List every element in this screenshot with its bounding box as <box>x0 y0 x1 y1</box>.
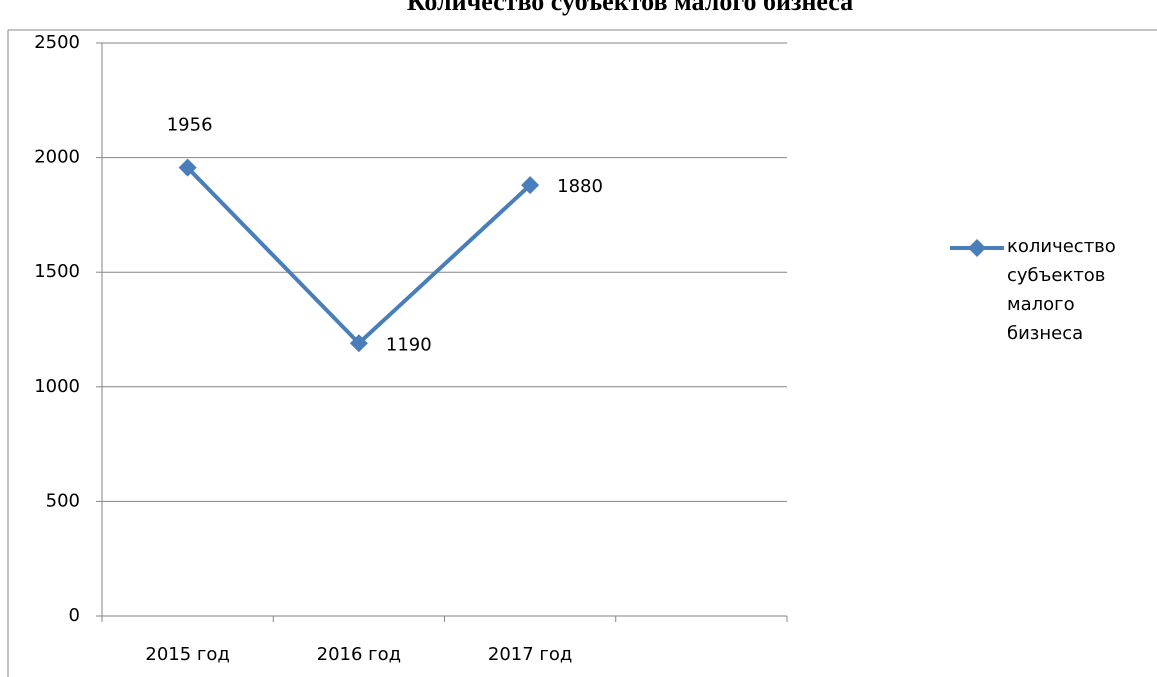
point <box>349 334 368 353</box>
line <box>186 166 532 347</box>
chart-title: Количество субъектов малого бизнеса <box>407 0 853 16</box>
data-label: 1956 <box>167 115 213 136</box>
y-tick-label: 2000 <box>34 147 80 168</box>
y-tick-label: 1000 <box>34 376 80 397</box>
y-tick-label: 500 <box>46 490 80 511</box>
data-label: 1880 <box>557 176 603 197</box>
legend-label: количество субъектов малого бизнеса <box>1007 236 1116 344</box>
legend-marker <box>968 239 986 257</box>
x-tick-label: 2015 год <box>145 644 229 665</box>
point <box>521 176 540 195</box>
x-tick-label: 2017 год <box>488 644 572 665</box>
y-tick-label: 0 <box>69 605 80 626</box>
point <box>178 158 197 177</box>
data-label: 1190 <box>386 334 432 355</box>
y-tick-label: 2500 <box>34 32 80 53</box>
y-tick-label: 1500 <box>34 261 80 282</box>
x-tick-label: 2016 год <box>317 644 401 665</box>
